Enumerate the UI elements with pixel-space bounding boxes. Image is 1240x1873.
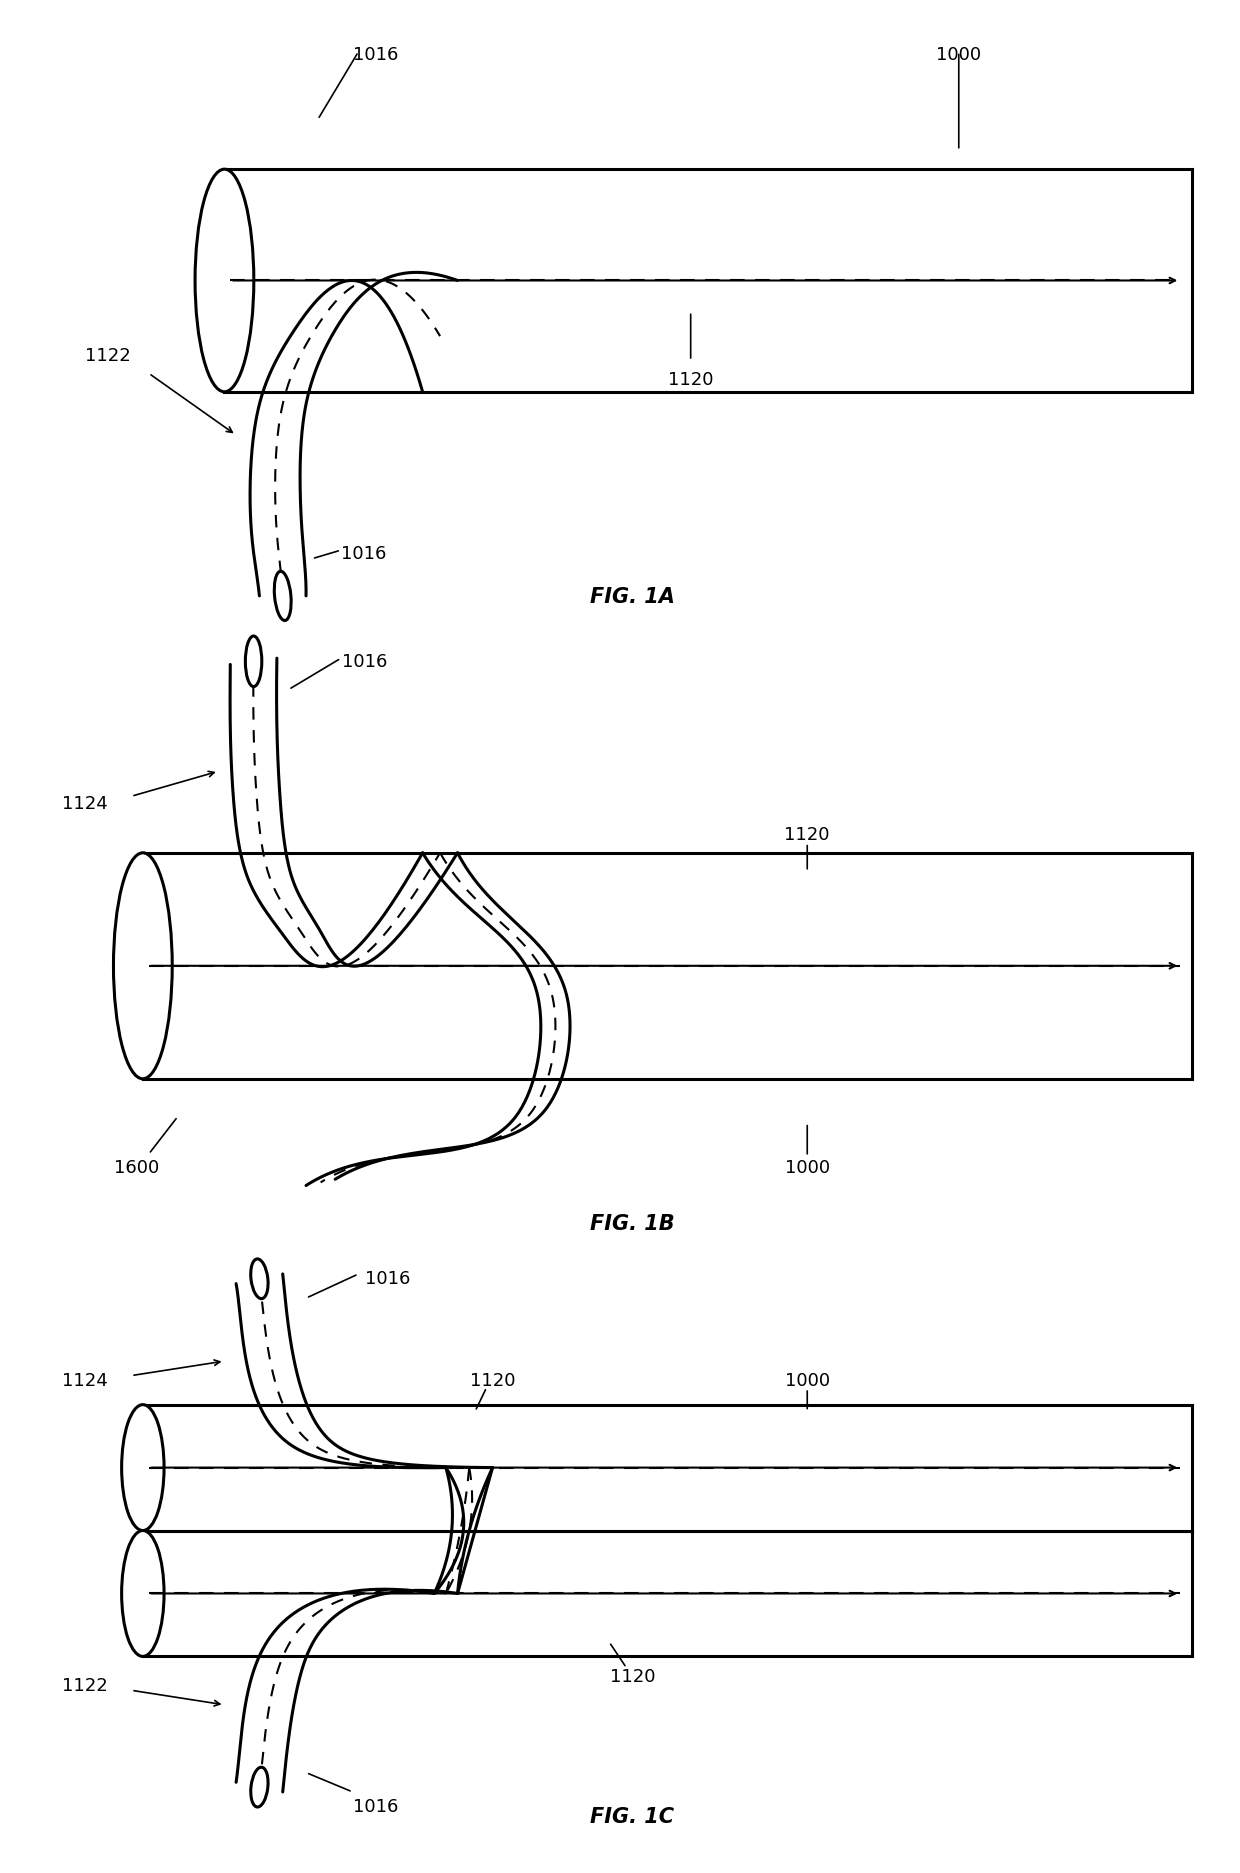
Text: 1124: 1124 <box>62 1371 108 1390</box>
Text: 1120: 1120 <box>470 1371 516 1390</box>
Ellipse shape <box>195 170 254 393</box>
Text: FIG. 1A: FIG. 1A <box>590 586 675 607</box>
Ellipse shape <box>274 571 291 622</box>
Text: 1122: 1122 <box>62 1676 108 1695</box>
Text: 1120: 1120 <box>610 1667 655 1686</box>
Text: 1120: 1120 <box>785 826 830 843</box>
Ellipse shape <box>250 1259 268 1300</box>
Ellipse shape <box>122 1405 164 1530</box>
Text: 1000: 1000 <box>785 1371 830 1390</box>
Text: 1016: 1016 <box>353 47 398 64</box>
Text: 1016: 1016 <box>341 545 387 562</box>
Ellipse shape <box>114 854 172 1079</box>
Text: 1122: 1122 <box>86 347 130 365</box>
Ellipse shape <box>246 637 262 687</box>
Text: FIG. 1C: FIG. 1C <box>590 1806 675 1826</box>
Text: 1000: 1000 <box>785 1158 830 1176</box>
Text: 1016: 1016 <box>365 1270 410 1287</box>
Text: FIG. 1B: FIG. 1B <box>590 1214 675 1234</box>
Text: 1016: 1016 <box>342 652 387 671</box>
Text: 1120: 1120 <box>668 371 713 390</box>
Ellipse shape <box>250 1768 268 1807</box>
Text: 1000: 1000 <box>936 47 981 64</box>
Ellipse shape <box>122 1530 164 1656</box>
Text: 1124: 1124 <box>62 794 108 813</box>
Text: 1600: 1600 <box>114 1158 160 1176</box>
Text: 1016: 1016 <box>353 1796 398 1815</box>
